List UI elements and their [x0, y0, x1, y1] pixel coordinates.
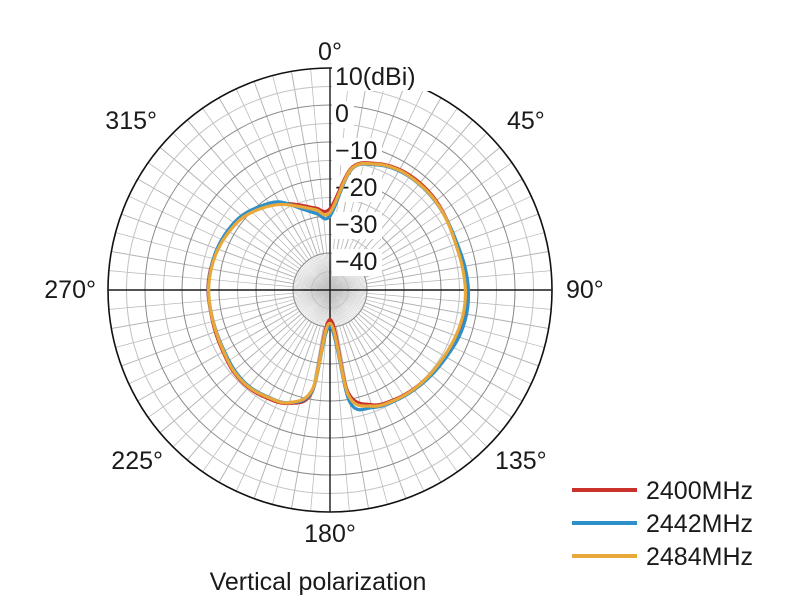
series-line-2484MHz	[207, 161, 468, 408]
legend-label: 2442MHz	[646, 510, 753, 538]
series-lines	[206, 161, 471, 412]
angle-label: 225°	[111, 447, 163, 475]
angle-label: 180°	[304, 520, 356, 548]
angle-labels: 0° 45° 90° 135° 180° 225° 270° 315°	[44, 38, 604, 548]
angle-label: 315°	[105, 107, 157, 135]
tick-label-bg	[332, 249, 382, 276]
radial-tick-label: −30	[335, 211, 377, 239]
legend-label: 2400MHz	[646, 477, 753, 505]
radial-tick-label: −40	[335, 248, 377, 276]
legend: 2400MHz 2442MHz 2484MHz	[572, 477, 753, 571]
tick-label-bg	[332, 64, 438, 91]
tick-label-bg	[332, 212, 382, 239]
polar-grid	[107, 67, 553, 513]
tick-label-bg	[332, 138, 382, 165]
radial-tick-label: 0	[335, 100, 349, 128]
angle-label: 270°	[44, 276, 96, 304]
angle-label: 135°	[495, 447, 547, 475]
angle-label: 0°	[318, 38, 342, 66]
radial-tick-label: 10(dBi)	[335, 63, 416, 91]
angle-label: 45°	[507, 107, 545, 135]
legend-label: 2484MHz	[646, 543, 753, 571]
tick-label-bg	[332, 101, 354, 128]
angle-label: 90°	[566, 276, 604, 304]
radial-tick-label: −10	[335, 137, 377, 165]
chart-caption: Vertical polarization	[210, 568, 427, 596]
